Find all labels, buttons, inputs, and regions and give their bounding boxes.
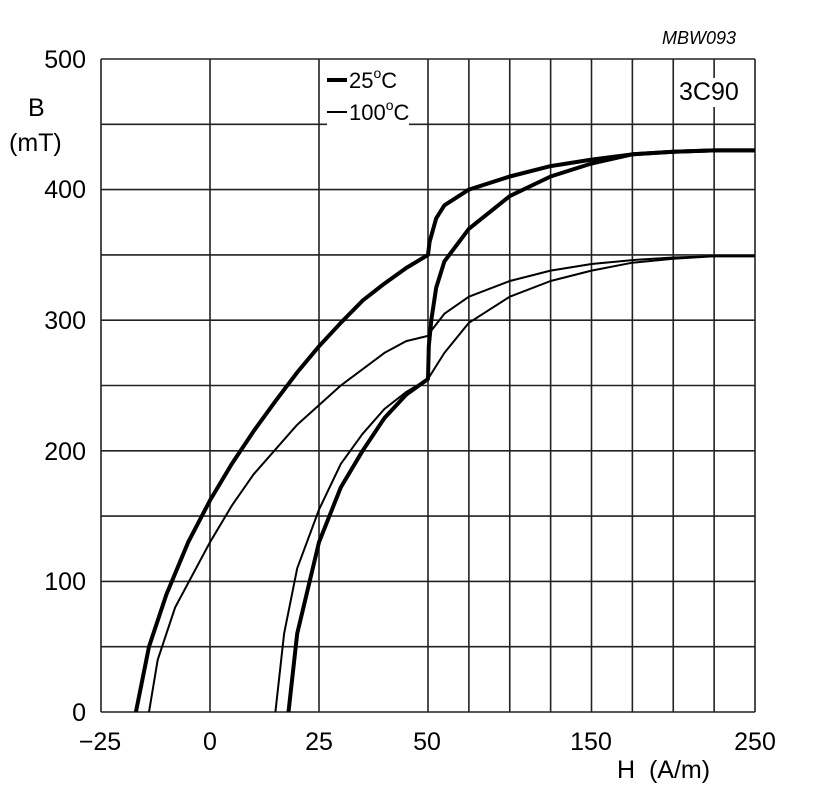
- grid-lines: [100, 58, 756, 713]
- curve-series-0: [133, 148, 755, 713]
- curve-series-3: [274, 255, 755, 713]
- y-tick-400: 400: [44, 176, 86, 204]
- figure-code: MBW093: [662, 28, 737, 48]
- x-tick-150: 150: [570, 728, 612, 756]
- curve-series-1: [286, 148, 755, 713]
- y-tick-500: 500: [44, 46, 86, 74]
- legend-item-25c: 25oC: [327, 65, 398, 94]
- x-tick-50: 50: [413, 728, 441, 756]
- y-tick-0: 0: [72, 699, 86, 727]
- legend-label-25c: 25oC: [349, 65, 398, 93]
- y-tick-300: 300: [44, 307, 86, 335]
- y-tick-100: 100: [44, 568, 86, 596]
- bh-curves: [133, 148, 755, 713]
- x-axis-label: H (A/m): [617, 756, 711, 784]
- legend-label-100c: 100oC: [349, 97, 410, 125]
- y-axis-unit: (mT): [9, 129, 62, 157]
- x-tick-250: 250: [734, 728, 776, 756]
- curve-series-2: [148, 255, 755, 713]
- legend-thin-line-icon: [327, 110, 347, 113]
- legend-thick-line-icon: [327, 77, 347, 82]
- y-tick-200: 200: [44, 438, 86, 466]
- x-tick-neg25: −25: [78, 728, 122, 756]
- y-axis-label: B: [28, 94, 45, 122]
- x-tick-0: 0: [203, 728, 217, 756]
- material-label: 3C90: [677, 78, 741, 107]
- x-tick-25: 25: [305, 728, 333, 756]
- legend-item-100c: 100oC: [327, 97, 410, 126]
